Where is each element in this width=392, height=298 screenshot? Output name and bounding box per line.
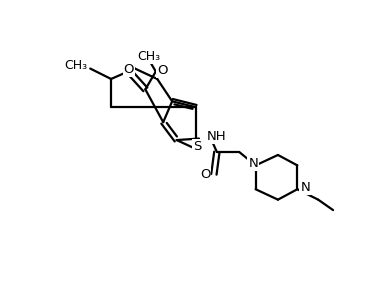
Text: NH: NH <box>207 130 226 143</box>
Text: N: N <box>249 156 258 170</box>
Text: N: N <box>300 181 310 194</box>
Text: CH₃: CH₃ <box>65 59 88 72</box>
Text: CH₃: CH₃ <box>137 50 160 63</box>
Text: O: O <box>157 64 167 77</box>
Text: S: S <box>193 140 201 153</box>
Text: O: O <box>200 168 210 181</box>
Text: O: O <box>124 63 134 76</box>
